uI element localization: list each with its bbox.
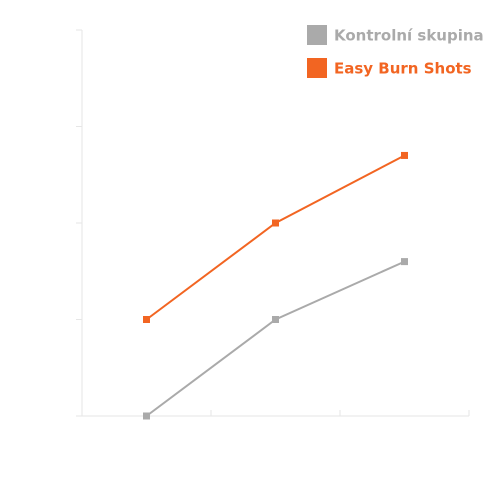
legend-swatch — [307, 58, 327, 78]
point — [143, 316, 150, 323]
point — [401, 258, 408, 266]
series-line — [145, 260, 405, 417]
point — [401, 151, 408, 159]
legend-label: Easy Burn Shots — [334, 60, 472, 78]
point — [272, 316, 279, 323]
point — [143, 412, 150, 420]
legend-swatch — [307, 25, 327, 45]
legend-label: Kontrolní skupina — [334, 27, 484, 45]
point — [272, 219, 279, 227]
series-line — [145, 154, 405, 321]
